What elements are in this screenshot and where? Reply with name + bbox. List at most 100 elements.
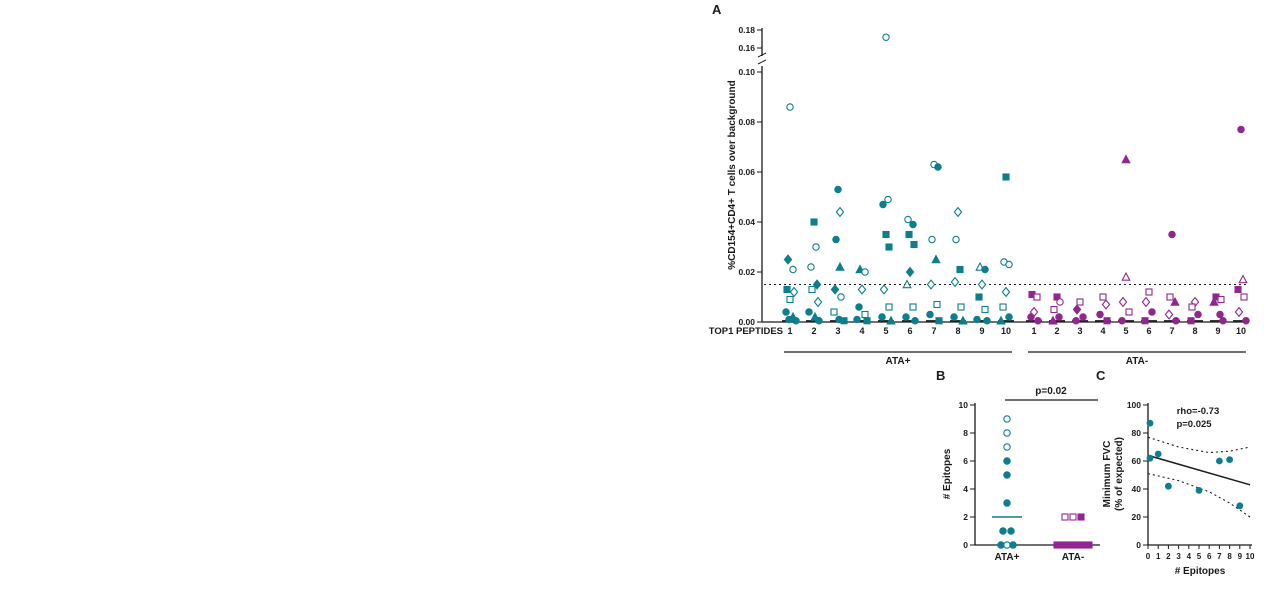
data-point bbox=[997, 541, 1005, 549]
data-point bbox=[1050, 305, 1058, 314]
data-point bbox=[1166, 293, 1174, 301]
data-point bbox=[957, 303, 965, 311]
data-point bbox=[1118, 316, 1126, 325]
panel-c-label: C bbox=[1096, 368, 1106, 383]
data-point bbox=[928, 235, 936, 244]
data-point bbox=[909, 303, 917, 311]
x-category-label: ATA- bbox=[1062, 552, 1084, 563]
x-tick-label: 6 bbox=[1146, 326, 1151, 336]
x-tick-label: 6 bbox=[907, 326, 912, 336]
y-axis-title: # Epitopes bbox=[942, 448, 953, 499]
data-point bbox=[1168, 230, 1176, 239]
x-tick-label: 9 bbox=[1215, 326, 1220, 336]
x-tick-label: 1 bbox=[1156, 552, 1161, 561]
data-point bbox=[1077, 513, 1085, 521]
data-point bbox=[782, 308, 790, 316]
data-point bbox=[1003, 443, 1011, 451]
data-point bbox=[1148, 308, 1156, 316]
data-point bbox=[882, 33, 890, 41]
data-point bbox=[1001, 286, 1011, 298]
data-point bbox=[902, 279, 912, 289]
data-point bbox=[905, 230, 913, 239]
data-point bbox=[861, 268, 869, 276]
x-tick-label: 3 bbox=[1176, 552, 1181, 561]
y-tick-label: 0.08 bbox=[738, 117, 755, 127]
data-point bbox=[1085, 541, 1093, 549]
confidence-band-upper bbox=[1147, 436, 1251, 454]
x-category-label: ATA+ bbox=[995, 552, 1020, 563]
data-point bbox=[792, 316, 800, 325]
annotation: p=0.025 bbox=[1176, 419, 1212, 430]
y-tick-label: 0.16 bbox=[738, 43, 755, 53]
data-point bbox=[853, 315, 861, 324]
data-point bbox=[1236, 502, 1244, 510]
regression-line bbox=[1147, 454, 1251, 486]
data-point bbox=[1061, 513, 1069, 521]
data-point bbox=[785, 315, 793, 324]
data-point bbox=[958, 315, 968, 325]
data-point bbox=[834, 185, 842, 194]
x-tick-label: 5 bbox=[1123, 326, 1128, 336]
data-point bbox=[1234, 285, 1242, 294]
data-point bbox=[812, 279, 822, 290]
data-point bbox=[1103, 317, 1111, 325]
data-point bbox=[1226, 456, 1233, 463]
y-tick-label: 40 bbox=[1132, 484, 1142, 494]
data-point bbox=[830, 308, 838, 316]
data-point bbox=[1121, 271, 1131, 281]
data-point bbox=[879, 200, 887, 209]
x-tick-label: 3 bbox=[1077, 326, 1082, 336]
data-point bbox=[1242, 316, 1250, 325]
x-tick-label: 4 bbox=[859, 326, 864, 336]
x-tick-label: 3 bbox=[835, 326, 840, 336]
data-point bbox=[805, 308, 813, 316]
data-point bbox=[1027, 313, 1035, 321]
data-point bbox=[1145, 288, 1153, 296]
data-point bbox=[1170, 296, 1180, 306]
data-point bbox=[977, 279, 987, 290]
data-point bbox=[1141, 317, 1149, 325]
data-point bbox=[783, 285, 791, 294]
data-point bbox=[1240, 293, 1248, 301]
data-point bbox=[975, 293, 983, 301]
y-tick-label: 0.06 bbox=[738, 167, 755, 177]
x-tick-label: 6 bbox=[1207, 552, 1212, 561]
x-axis-title: TOP1 PEPTIDES bbox=[709, 326, 783, 337]
data-point bbox=[835, 206, 845, 218]
data-point bbox=[933, 300, 941, 309]
y-tick-label: 2 bbox=[963, 512, 968, 522]
data-point bbox=[1003, 415, 1011, 423]
data-point bbox=[1216, 457, 1223, 465]
data-point bbox=[783, 254, 793, 265]
x-tick-label: 8 bbox=[1227, 552, 1232, 561]
data-point bbox=[1099, 293, 1107, 301]
data-point bbox=[830, 284, 840, 295]
data-point bbox=[926, 279, 936, 290]
data-point bbox=[1056, 298, 1064, 306]
data-point bbox=[840, 317, 848, 325]
data-point bbox=[789, 286, 799, 298]
x-tick-label: 5 bbox=[1197, 552, 1202, 561]
y-tick-label: 8 bbox=[963, 428, 968, 438]
x-tick-label: 7 bbox=[931, 326, 936, 336]
data-point bbox=[1154, 450, 1162, 458]
y-tick-label: 20 bbox=[1132, 512, 1142, 522]
group-label: ATA- bbox=[1126, 356, 1148, 367]
y-axis-title: %CD154+CD4+ T cells over background bbox=[727, 80, 738, 270]
data-point bbox=[1079, 313, 1087, 321]
data-point bbox=[1165, 482, 1172, 490]
data-point bbox=[812, 243, 820, 251]
data-point bbox=[1164, 309, 1174, 320]
panel-b-label: B bbox=[936, 368, 946, 383]
data-point bbox=[815, 316, 823, 325]
y-tick-label: 6 bbox=[963, 456, 968, 466]
annotation: rho=-0.73 bbox=[1177, 406, 1220, 417]
y-tick-label: 0.00 bbox=[738, 317, 755, 327]
data-point bbox=[786, 103, 794, 111]
group-label: ATA+ bbox=[886, 356, 911, 367]
data-point bbox=[904, 215, 912, 224]
y-tick-label: 4 bbox=[963, 484, 968, 494]
